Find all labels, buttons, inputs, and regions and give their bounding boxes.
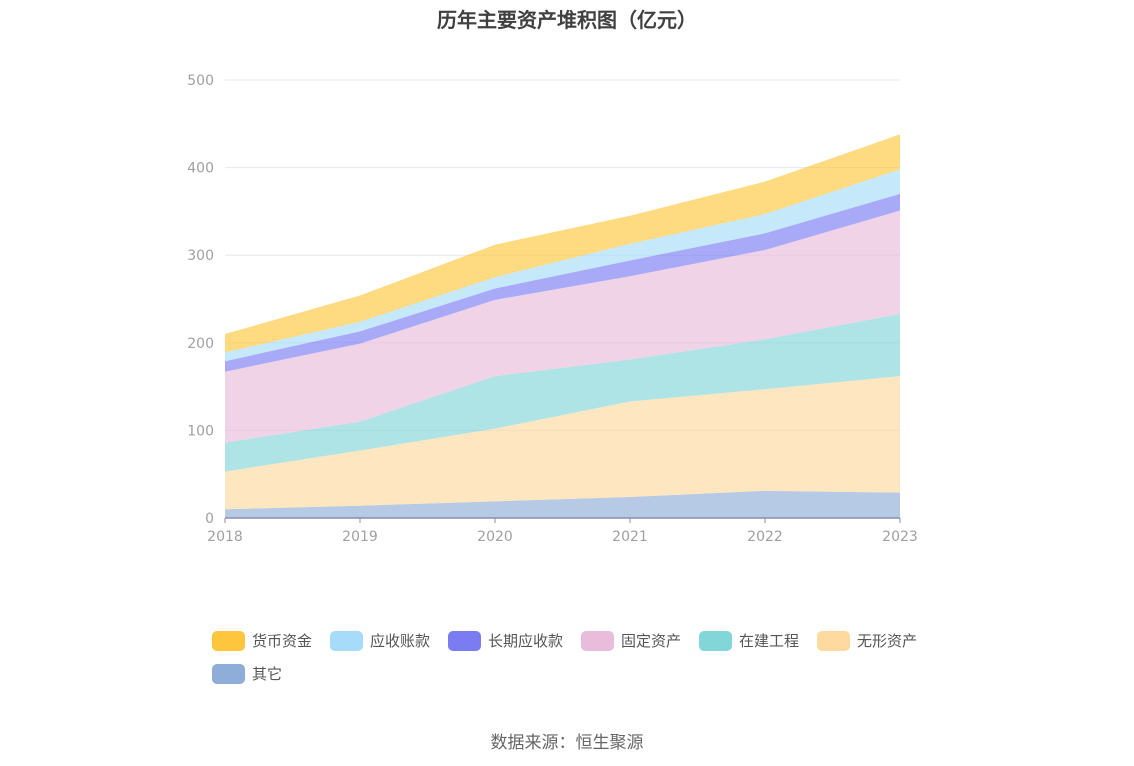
area-series-2 (225, 313, 900, 472)
legend-item[interactable]: 货币资金 (212, 630, 312, 651)
legend-item[interactable]: 无形资产 (817, 630, 917, 651)
x-tick-label: 2021 (612, 529, 648, 545)
x-tick-label: 2018 (207, 529, 243, 545)
legend-swatch (581, 630, 614, 651)
x-tick-label: 2023 (882, 529, 918, 545)
legend-item[interactable]: 在建工程 (699, 630, 799, 651)
y-tick-label: 400 (187, 161, 214, 177)
y-tick-label: 500 (187, 73, 214, 89)
source-note: 数据来源：恒生聚源 (490, 733, 644, 753)
y-tick-label: 300 (187, 248, 214, 264)
x-tick-label: 2020 (477, 529, 513, 545)
area-series-6 (225, 134, 900, 353)
y-tick-label: 0 (205, 511, 214, 527)
legend-item[interactable]: 应收账款 (330, 630, 430, 651)
legend-swatch (212, 630, 245, 651)
y-tick-label: 100 (187, 423, 214, 439)
legend-label: 其它 (252, 665, 283, 683)
area-series-1 (225, 376, 900, 510)
legend-item[interactable]: 长期应收款 (448, 630, 563, 651)
y-tick-label: 200 (187, 336, 214, 352)
legend-swatch (330, 630, 363, 651)
area-series-0 (225, 490, 900, 518)
area-series-3 (225, 210, 900, 443)
legend-item[interactable]: 固定资产 (581, 630, 681, 651)
legend-label: 无形资产 (857, 632, 918, 650)
area-series-4 (225, 193, 900, 372)
legend-label: 应收账款 (370, 632, 431, 650)
chart-title: 历年主要资产堆积图（亿元） (437, 8, 697, 32)
legend-swatch (212, 663, 245, 684)
legend-label: 在建工程 (739, 632, 800, 650)
legend-swatch (817, 630, 850, 651)
legend-label: 货币资金 (252, 632, 313, 650)
x-tick-label: 2022 (747, 529, 783, 545)
axes: 0 100 200 300 400 500 2018 2019 2020 2021 2022 2023 (187, 73, 918, 545)
area-series (225, 134, 900, 518)
legend-label: 固定资产 (621, 632, 682, 650)
area-series-5 (225, 169, 900, 362)
legend-swatch (448, 630, 481, 651)
x-tick-label: 2019 (342, 529, 378, 545)
legend-label: 长期应收款 (488, 632, 564, 650)
legend-item[interactable]: 其它 (212, 663, 282, 684)
legend-swatch (699, 630, 732, 651)
